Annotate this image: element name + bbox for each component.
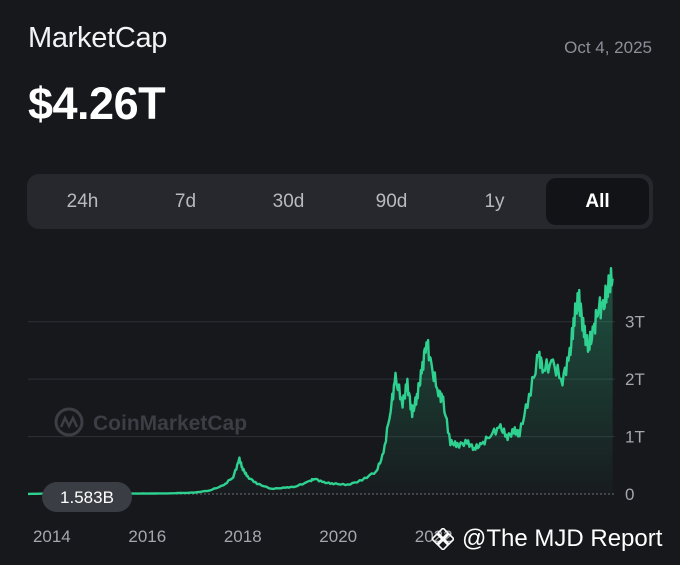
x-tick-label: 2016 bbox=[128, 527, 166, 546]
time-range-tabs: 24h 7d 30d 90d 1y All bbox=[27, 174, 653, 229]
market-cap-area bbox=[28, 268, 613, 494]
tab-1y[interactable]: 1y bbox=[484, 190, 505, 212]
coinmarketcap-watermark: CoinMarketCap bbox=[54, 407, 247, 437]
tab-7d[interactable]: 7d bbox=[174, 190, 197, 212]
tab-90d[interactable]: 90d bbox=[375, 190, 408, 212]
watermark-text: CoinMarketCap bbox=[93, 412, 247, 435]
x-tick-label: 2018 bbox=[224, 527, 262, 546]
date-label: Oct 4, 2025 bbox=[564, 38, 652, 57]
y-tick-label: 0 bbox=[625, 485, 634, 504]
y-tick-label: 3T bbox=[625, 313, 645, 332]
x-tick-label: 2020 bbox=[319, 527, 357, 546]
binance-diamond-icon bbox=[432, 528, 454, 550]
tab-all[interactable]: All bbox=[546, 178, 649, 225]
y-tick-label: 1T bbox=[625, 428, 645, 447]
tooltip-text: 1.583B bbox=[60, 488, 114, 507]
tab-30d[interactable]: 30d bbox=[272, 190, 305, 212]
market-cap-line bbox=[27, 267, 614, 496]
credit-text: @The MJD Report bbox=[462, 525, 663, 552]
page-title: MarketCap bbox=[28, 22, 168, 54]
coinmarketcap-logo-icon bbox=[54, 407, 84, 437]
y-tick-label: 2T bbox=[625, 370, 645, 389]
x-tick-label: 2014 bbox=[33, 527, 71, 546]
tab-24h[interactable]: 24h bbox=[66, 190, 99, 212]
market-cap-value: $4.26T bbox=[28, 78, 166, 129]
price-tooltip: 1.583B bbox=[42, 482, 132, 512]
credit-badge: @The MJD Report bbox=[432, 523, 662, 555]
